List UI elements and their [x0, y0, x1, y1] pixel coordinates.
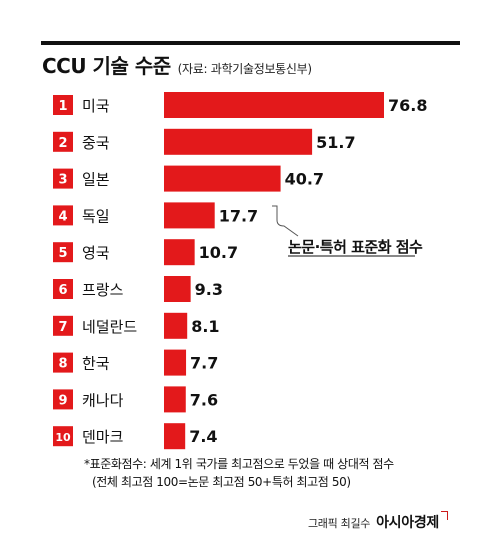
category-label: 미국	[82, 97, 110, 115]
rank-label: 6	[58, 283, 67, 298]
value-label: 51.7	[316, 133, 355, 152]
footnote-line-2: (전체 최고점 100=논문 최고점 50+특허 최고점 50)	[92, 475, 351, 489]
chart-source: (자료: 과학기술정보통신부)	[177, 62, 312, 76]
credit-text: 그래픽 최길수	[307, 517, 371, 530]
bar	[164, 202, 215, 229]
rank-box	[53, 242, 73, 263]
bar	[164, 128, 313, 155]
bar	[164, 239, 195, 266]
category-label: 독일	[82, 207, 110, 225]
rank-box	[53, 315, 73, 336]
rank-label: 8	[58, 357, 67, 372]
rank-box	[53, 352, 73, 373]
category-label: 캐나다	[82, 391, 124, 409]
category-label: 네덜란드	[82, 318, 137, 336]
bar	[164, 92, 384, 118]
category-label: 영국	[82, 244, 110, 262]
rank-box	[53, 95, 73, 115]
value-label: 40.7	[285, 170, 324, 189]
rank-label: 1	[58, 99, 67, 114]
annotation-connector	[272, 205, 299, 237]
rank-label: 2	[58, 136, 67, 151]
category-label: 중국	[82, 134, 110, 152]
rank-label: 3	[58, 173, 67, 188]
rank-box	[53, 131, 73, 152]
category-label: 일본	[82, 171, 110, 189]
rank-label: 4	[58, 209, 67, 224]
bar	[164, 312, 188, 339]
value-label: 8.1	[191, 317, 219, 336]
credit: 그래픽 최길수 아시아경제	[307, 511, 448, 532]
rank-label: 5	[58, 246, 67, 261]
rank-box	[53, 426, 73, 447]
rank-label: 9	[58, 393, 67, 408]
value-label: 7.6	[190, 390, 218, 409]
rank-label: 10	[55, 431, 71, 444]
value-label: 7.4	[189, 427, 217, 446]
footnote-line-1: *표준화점수: 세계 1위 국가를 최고점으로 두었을 때 상대적 점수	[84, 457, 394, 471]
value-label: 17.7	[219, 206, 258, 225]
bar	[164, 386, 186, 413]
annotation-label: 논문·특허 표준화 점수	[288, 238, 423, 256]
value-label: 76.8	[388, 96, 427, 115]
rank-box	[53, 168, 73, 189]
credit-brand: 아시아경제	[376, 515, 439, 531]
rank-box	[53, 205, 73, 226]
value-label: 7.7	[190, 354, 218, 373]
value-label: 10.7	[199, 243, 238, 262]
category-label: 프랑스	[82, 281, 124, 299]
rank-label: 7	[58, 320, 67, 335]
value-label: 9.3	[195, 280, 223, 299]
category-label: 한국	[82, 355, 110, 373]
rank-box	[53, 389, 73, 410]
chart-title: CCU 기술 수준	[42, 54, 171, 78]
bar	[164, 349, 187, 376]
title-row: CCU 기술 수준 (자료: 과학기술정보통신부)	[42, 50, 312, 80]
top-rule	[41, 41, 460, 45]
rank-box	[53, 279, 73, 299]
bar	[164, 165, 281, 192]
bar	[164, 423, 186, 450]
brand-mark-icon	[441, 511, 448, 520]
bar	[164, 276, 191, 302]
category-label: 덴마크	[82, 428, 123, 446]
